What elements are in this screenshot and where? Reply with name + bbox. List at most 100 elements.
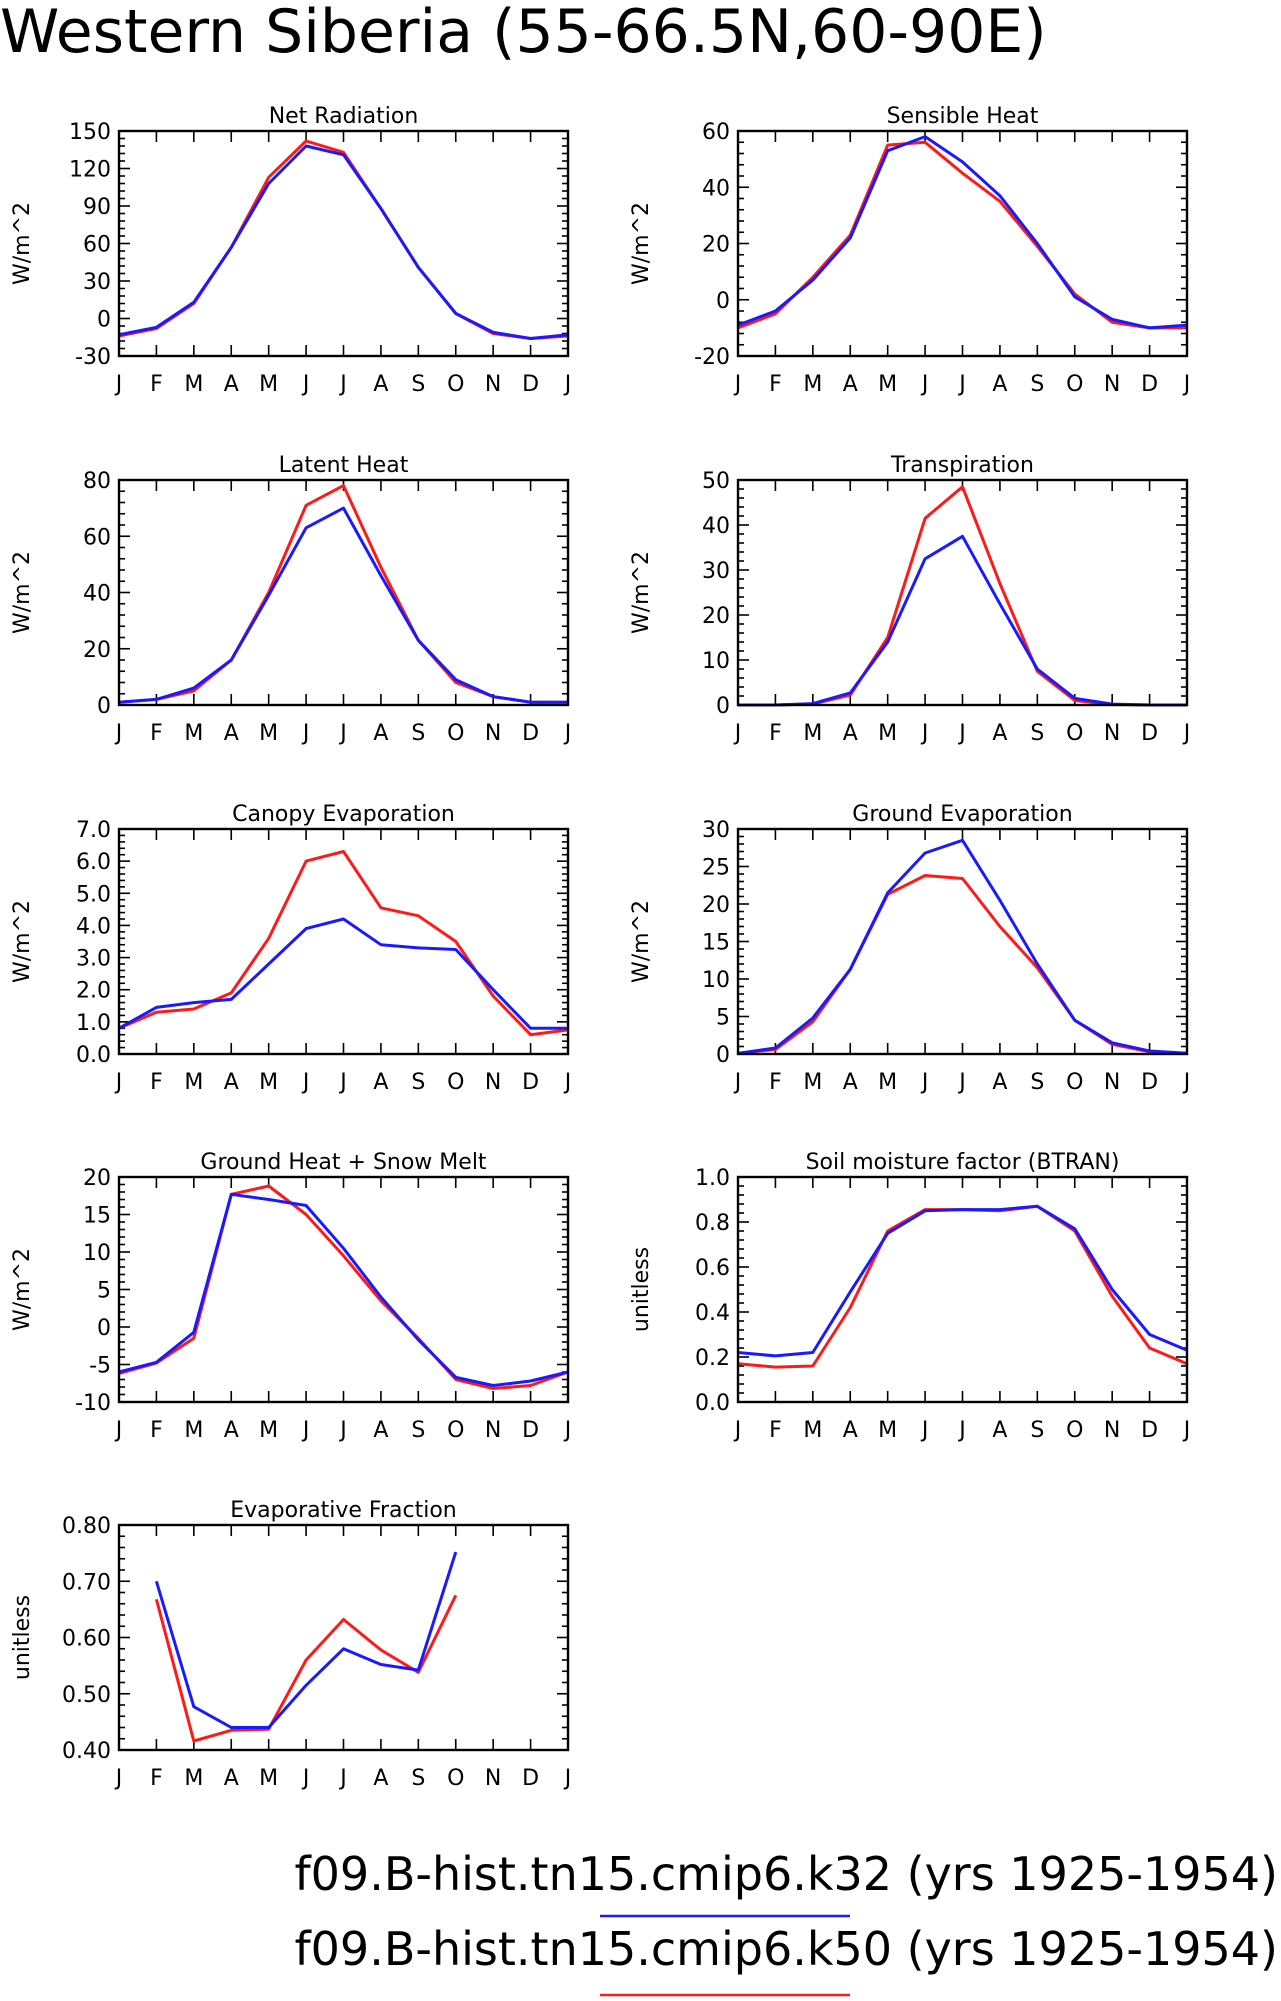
panel-ground-heat-snow-melt: Ground Heat + Snow Melt W/m^2 -10 -5 0 5 10 15 2…	[10, 1150, 571, 1443]
y-axis-label: W/m^2	[10, 1248, 35, 1331]
x-tick-label: S	[411, 1766, 425, 1791]
x-tick-label: O	[1066, 1418, 1083, 1443]
x-tick-label: J	[920, 1418, 929, 1443]
series-line-k50	[737, 1204, 1188, 1369]
x-tick-label: M	[184, 1766, 203, 1791]
series-line-k50	[154, 1594, 458, 1743]
y-tick-label: 0.0	[76, 1043, 111, 1068]
y-tick-label: 0.40	[62, 1739, 111, 1764]
x-tick-label: A	[224, 721, 239, 746]
x-tick-label: O	[1066, 1070, 1083, 1095]
y-tick-label: 0.4	[695, 1301, 730, 1326]
x-tick-label: A	[373, 1418, 388, 1443]
x-tick-label: M	[184, 372, 203, 397]
plot-frame	[736, 827, 1189, 1056]
panel-title: Net Radiation	[269, 104, 419, 129]
y-axis-label: W/m^2	[629, 900, 654, 983]
y-tick-label: 80	[83, 469, 111, 494]
x-tick-label: S	[1030, 372, 1044, 397]
plot-frame	[117, 1523, 570, 1752]
x-tick-label: J	[733, 1070, 742, 1095]
x-tick-label: A	[224, 372, 239, 397]
x-tick-label: M	[878, 1418, 897, 1443]
x-tick-label: A	[843, 721, 858, 746]
y-tick-label: 20	[83, 1166, 111, 1191]
x-tick-label: J	[920, 1070, 929, 1095]
x-tick-label: M	[878, 1070, 897, 1095]
x-tick-label: J	[920, 372, 929, 397]
panel-title: Latent Heat	[279, 453, 409, 478]
x-tick-label: J	[301, 1418, 310, 1443]
panel-title: Ground Heat + Snow Melt	[200, 1150, 487, 1175]
y-tick-label: 60	[83, 233, 111, 258]
x-tick-label: N	[1104, 1070, 1120, 1095]
x-tick-label: A	[843, 372, 858, 397]
x-tick-label: J	[114, 372, 123, 397]
y-tick-label: 10	[702, 968, 730, 993]
x-tick-label: F	[769, 1070, 782, 1095]
x-tick-label: O	[447, 1418, 464, 1443]
x-tick-label: M	[803, 372, 822, 397]
y-tick-label: 20	[702, 233, 730, 258]
x-tick-label: N	[485, 372, 501, 397]
y-tick-label: 0.6	[695, 1256, 730, 1281]
y-tick-label: 10	[702, 649, 730, 674]
x-tick-label: O	[447, 1766, 464, 1791]
y-tick-label: 150	[69, 120, 111, 145]
y-tick-label: -5	[89, 1354, 111, 1379]
series-line-k50	[738, 485, 1187, 707]
x-tick-label: D	[522, 372, 539, 397]
y-tick-label: 0.60	[62, 1627, 111, 1652]
x-tick-label: M	[184, 721, 203, 746]
x-tick-label: N	[1104, 372, 1120, 397]
x-tick-label: M	[878, 721, 897, 746]
x-tick-label: M	[259, 721, 278, 746]
y-tick-label: 0	[97, 1316, 111, 1341]
x-tick-label: S	[1030, 721, 1044, 746]
y-tick-label: 2.0	[76, 979, 111, 1004]
panel-evaporative-fraction: Evaporative Fraction unitless 0.40 0.50 0.60…	[10, 1498, 571, 1791]
x-tick-label: D	[1141, 1070, 1158, 1095]
y-tick-label: 120	[69, 158, 111, 183]
legend-label-k50: f09.B-hist.tn15.cmip6.k50 (yrs 1925-1954…	[294, 1922, 1278, 1976]
x-tick-label: A	[224, 1766, 239, 1791]
y-tick-label: 0	[97, 694, 111, 719]
y-axis-label: W/m^2	[10, 551, 35, 634]
series-line-k32	[118, 1192, 569, 1387]
legend: f09.B-hist.tn15.cmip6.k32 (yrs 1925-1954…	[294, 1847, 1278, 1997]
y-tick-label: 15	[702, 931, 730, 956]
x-tick-label: A	[843, 1070, 858, 1095]
x-tick-label: J	[301, 721, 310, 746]
plot-frame	[736, 1175, 1189, 1404]
y-tick-label: -20	[694, 345, 730, 370]
x-tick-label: J	[114, 721, 123, 746]
y-tick-label: 40	[702, 176, 730, 201]
x-tick-label: N	[1104, 721, 1120, 746]
plot-frame	[117, 827, 570, 1056]
plot-frame	[117, 129, 570, 358]
series-line-k32	[737, 1204, 1188, 1358]
x-tick-label: O	[447, 372, 464, 397]
x-tick-label: J	[1182, 1418, 1191, 1443]
x-tick-label: M	[184, 1418, 203, 1443]
x-tick-label: J	[563, 721, 572, 746]
series-line-k50	[118, 1184, 569, 1390]
panel-title: Canopy Evaporation	[232, 802, 455, 827]
x-tick-label: M	[259, 372, 278, 397]
x-tick-label: A	[843, 1418, 858, 1443]
panel-canopy-evaporation: Canopy Evaporation W/m^2 0.0 1.0 2.0 3.0 4.0 5.…	[10, 802, 571, 1095]
y-tick-label: 0.70	[62, 1570, 111, 1595]
y-tick-label: 4.0	[76, 914, 111, 939]
y-tick-label: 15	[83, 1204, 111, 1229]
x-tick-label: F	[150, 1070, 163, 1095]
y-tick-label: 90	[83, 195, 111, 220]
x-tick-label: D	[522, 721, 539, 746]
x-tick-label: A	[992, 721, 1007, 746]
x-tick-label: J	[114, 1070, 123, 1095]
x-tick-label: N	[485, 1418, 501, 1443]
x-tick-label: A	[373, 1766, 388, 1791]
series-line-k32	[118, 917, 568, 1030]
